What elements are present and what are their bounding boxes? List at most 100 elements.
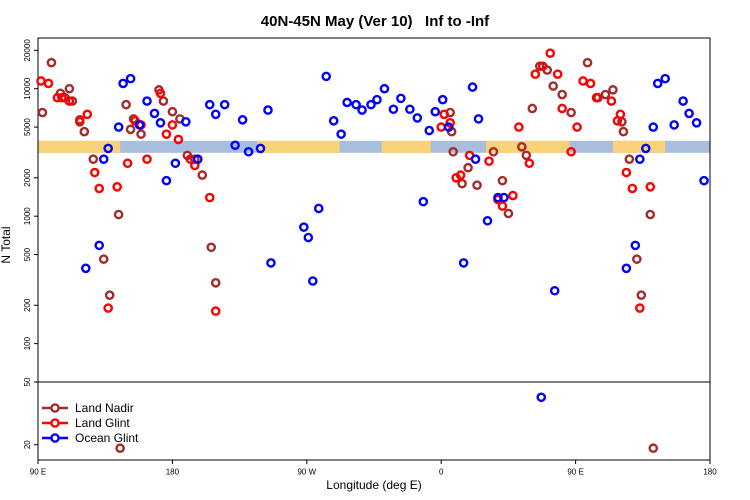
data-point	[204, 192, 215, 203]
data-point	[430, 106, 441, 117]
y-tick-label: 50	[23, 377, 32, 386]
data-point	[313, 203, 324, 214]
data-point	[158, 96, 169, 106]
data-point	[467, 82, 478, 92]
data-point	[552, 69, 563, 79]
data-point	[79, 126, 90, 137]
series-ocean-glint	[80, 71, 709, 403]
data-point	[566, 146, 576, 157]
data-point	[648, 122, 659, 132]
data-point	[263, 105, 273, 115]
land-segment	[381, 140, 431, 153]
data-point	[443, 122, 454, 132]
data-point	[684, 108, 694, 119]
data-point	[499, 192, 509, 203]
data-point	[94, 240, 105, 251]
data-point	[437, 94, 448, 105]
y-tick-label: 10000	[23, 77, 32, 100]
data-point	[412, 113, 423, 123]
data-point	[557, 89, 567, 100]
data-point	[524, 158, 535, 169]
x-tick-label: 0	[439, 468, 444, 477]
data-point	[103, 143, 113, 154]
data-point	[342, 97, 352, 108]
data-point	[167, 106, 178, 117]
data-point	[142, 154, 152, 164]
data-point	[636, 290, 647, 300]
data-point	[366, 99, 376, 110]
data-point	[514, 122, 524, 132]
data-point	[635, 154, 645, 164]
data-point	[266, 258, 276, 268]
x-tick-label: 180	[166, 468, 180, 477]
data-point	[167, 120, 178, 130]
land-segment	[257, 140, 340, 153]
data-point	[125, 73, 136, 84]
x-tick-label: 90 W	[297, 468, 316, 477]
land-segment	[38, 140, 121, 153]
data-point	[351, 99, 361, 110]
data-point	[591, 92, 602, 103]
data-point	[173, 134, 184, 145]
data-point	[691, 118, 702, 128]
data-point	[230, 140, 240, 151]
data-point	[98, 154, 109, 164]
legend-marker	[50, 433, 60, 443]
data-point	[497, 201, 508, 211]
data-point	[80, 263, 91, 274]
data-point	[572, 122, 582, 132]
data-point	[527, 103, 538, 114]
data-point	[75, 115, 85, 125]
data-point	[624, 154, 635, 164]
chart-title: 40N-45N May (Ver 10) Inf to -Inf	[261, 13, 490, 30]
y-tick-label: 20000	[23, 39, 32, 62]
data-point	[155, 118, 166, 128]
data-point	[82, 109, 93, 120]
data-point	[210, 109, 221, 120]
data-point	[439, 109, 449, 120]
data-point	[621, 167, 632, 178]
legend-marker	[50, 418, 60, 428]
data-point	[557, 103, 567, 114]
data-point	[615, 109, 626, 120]
data-point	[299, 222, 309, 232]
data-point	[517, 142, 527, 152]
data-point	[170, 158, 181, 169]
data-point	[112, 182, 122, 192]
data-point	[328, 116, 339, 126]
y-tick-label: 200	[23, 298, 32, 312]
x-tick-label: 90 E	[30, 468, 46, 477]
data-point	[37, 107, 48, 118]
data-point	[549, 285, 560, 296]
data-point	[521, 150, 532, 161]
data-point	[418, 196, 429, 207]
data-point	[43, 78, 54, 89]
data-point	[46, 57, 57, 68]
data-point	[64, 83, 75, 94]
y-tick-label: 20	[23, 440, 32, 449]
data-point	[632, 254, 642, 264]
data-point	[243, 146, 254, 157]
data-point	[64, 96, 75, 106]
data-point	[136, 129, 146, 139]
data-point	[98, 254, 109, 264]
y-tick-label: 500	[23, 247, 32, 261]
data-point	[537, 61, 548, 72]
legend-label: Ocean Glint	[75, 431, 139, 445]
data-point	[457, 178, 467, 189]
x-axis: 90 E 180 90 W 0 90 E 180	[30, 460, 717, 477]
data-point	[566, 107, 576, 118]
y-tick-label: 1000	[23, 207, 32, 225]
data-point	[336, 129, 346, 139]
data-point	[155, 88, 166, 99]
data-point	[161, 175, 172, 186]
data-point	[89, 167, 100, 178]
data-point	[448, 146, 458, 157]
data-point	[660, 73, 671, 84]
data-point	[388, 104, 399, 115]
data-point	[113, 209, 124, 220]
data-point	[606, 96, 617, 106]
data-point	[652, 78, 663, 89]
